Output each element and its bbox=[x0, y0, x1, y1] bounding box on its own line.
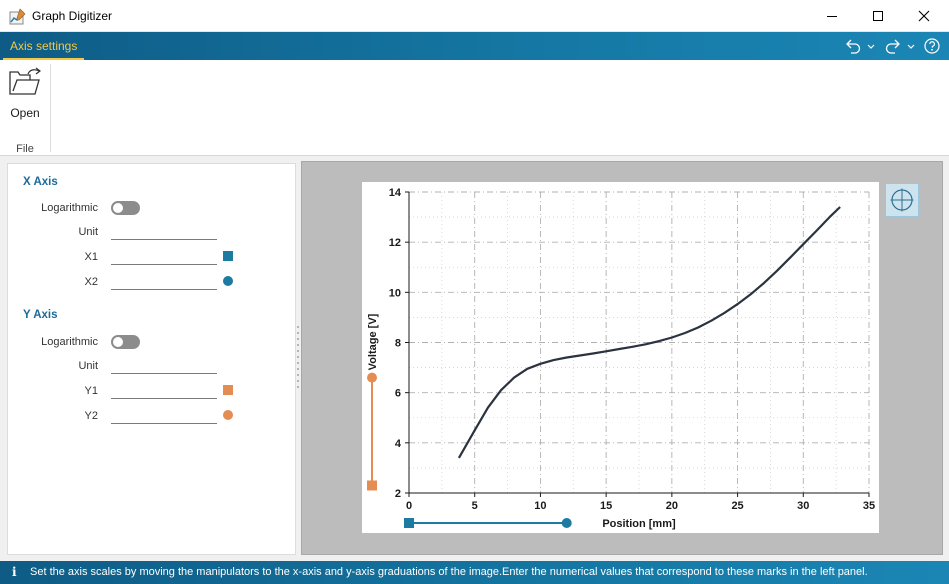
ribbon-group-file-label: File bbox=[16, 143, 34, 155]
maximize-icon bbox=[873, 11, 883, 21]
open-button[interactable]: Open bbox=[4, 65, 46, 127]
redo-dropdown-chevron-icon[interactable] bbox=[906, 38, 916, 54]
x-axis-title: Position [mm] bbox=[602, 518, 676, 530]
graph-digitizer-app-icon bbox=[9, 8, 26, 25]
status-bar: i Set the axis scales by moving the mani… bbox=[0, 561, 949, 584]
x1-square-marker-icon bbox=[223, 251, 233, 261]
y-tick-label: 2 bbox=[395, 488, 401, 500]
x1-manipulator-handle[interactable] bbox=[404, 518, 414, 528]
y2-manipulator-handle[interactable] bbox=[367, 372, 377, 383]
undo-icon[interactable] bbox=[844, 38, 862, 54]
axis-settings-panel: X Axis Logarithmic Unit X1 X2 Y Axis Log… bbox=[7, 163, 296, 555]
y-unit-label: Unit bbox=[78, 360, 98, 372]
y-axis-section-title: Y Axis bbox=[23, 309, 58, 321]
close-button[interactable] bbox=[901, 0, 947, 32]
window-title: Graph Digitizer bbox=[32, 9, 113, 23]
y2-label: Y2 bbox=[84, 410, 98, 422]
data-curve-line bbox=[457, 206, 841, 459]
minimize-button[interactable] bbox=[809, 0, 855, 32]
crosshair-icon bbox=[890, 188, 914, 212]
x2-label: X2 bbox=[84, 276, 98, 288]
y1-label: Y1 bbox=[84, 385, 98, 397]
y-tick-label: 12 bbox=[389, 237, 401, 249]
ribbon-panel: Open File bbox=[0, 60, 949, 156]
x-tick-label: 35 bbox=[863, 500, 875, 512]
open-folder-icon bbox=[9, 67, 41, 95]
title-bar: Graph Digitizer bbox=[0, 0, 949, 32]
undo-dropdown-chevron-icon[interactable] bbox=[866, 38, 876, 54]
y1-manipulator-handle[interactable] bbox=[367, 480, 377, 491]
y-tick-label: 14 bbox=[389, 187, 402, 199]
graph-image[interactable]: 0 5 10 15 20 25 30 35 2 4 6 8 10 12 14 Position [mm] Vol… bbox=[362, 182, 879, 533]
x-tick-label: 20 bbox=[666, 500, 678, 512]
x-tick-label: 30 bbox=[797, 500, 809, 512]
info-icon: i bbox=[12, 565, 17, 579]
toggle-knob bbox=[113, 337, 123, 347]
x2-manipulator-handle[interactable] bbox=[561, 518, 572, 528]
y-tick-label: 6 bbox=[395, 388, 401, 400]
x1-value-field[interactable] bbox=[111, 249, 217, 265]
x2-circle-marker-icon bbox=[223, 276, 233, 286]
y1-value-field[interactable] bbox=[111, 383, 217, 399]
graph-chart: 0 5 10 15 20 25 30 35 2 4 6 8 10 12 14 Position [mm] Vol… bbox=[367, 187, 875, 530]
y-axis-title: Voltage [V] bbox=[367, 313, 379, 370]
y1-square-marker-icon bbox=[223, 385, 233, 395]
x-tick-label: 10 bbox=[534, 500, 546, 512]
maximize-button[interactable] bbox=[855, 0, 901, 32]
ribbon-tab-bar: Axis settings bbox=[0, 32, 949, 60]
y-logarithmic-label: Logarithmic bbox=[41, 336, 98, 348]
y-tick-label: 10 bbox=[389, 287, 401, 299]
x-tick-label: 5 bbox=[472, 500, 478, 512]
x-unit-field[interactable] bbox=[111, 224, 217, 240]
x-logarithmic-label: Logarithmic bbox=[41, 202, 98, 214]
toggle-knob bbox=[113, 203, 123, 213]
x-axis-section-title: X Axis bbox=[23, 176, 58, 188]
x-tick-label: 15 bbox=[600, 500, 612, 512]
y-tick-label: 4 bbox=[395, 438, 402, 450]
ribbon-group-divider bbox=[50, 64, 51, 152]
x-unit-label: Unit bbox=[78, 226, 98, 238]
x1-label: X1 bbox=[84, 251, 98, 263]
x-tick-label: 0 bbox=[406, 500, 412, 512]
y-unit-field[interactable] bbox=[111, 358, 217, 374]
open-button-label: Open bbox=[10, 106, 40, 120]
tab-axis-settings[interactable]: Axis settings bbox=[3, 35, 85, 60]
crosshair-button[interactable] bbox=[885, 183, 919, 217]
y2-value-field[interactable] bbox=[111, 408, 217, 424]
x-tick-label: 25 bbox=[731, 500, 743, 512]
redo-icon[interactable] bbox=[884, 38, 902, 54]
y-logarithmic-toggle[interactable] bbox=[111, 335, 140, 349]
help-icon[interactable] bbox=[924, 38, 941, 54]
x2-value-field[interactable] bbox=[111, 274, 217, 290]
x-logarithmic-toggle[interactable] bbox=[111, 201, 140, 215]
close-icon bbox=[918, 10, 930, 22]
y-tick-label: 8 bbox=[395, 338, 401, 350]
status-message: Set the axis scales by moving the manipu… bbox=[30, 566, 868, 578]
y2-circle-marker-icon bbox=[223, 410, 233, 420]
image-view-area[interactable]: 0 5 10 15 20 25 30 35 2 4 6 8 10 12 14 Position [mm] Vol… bbox=[301, 161, 943, 555]
panel-splitter[interactable] bbox=[296, 322, 300, 394]
minimize-icon bbox=[827, 16, 837, 17]
